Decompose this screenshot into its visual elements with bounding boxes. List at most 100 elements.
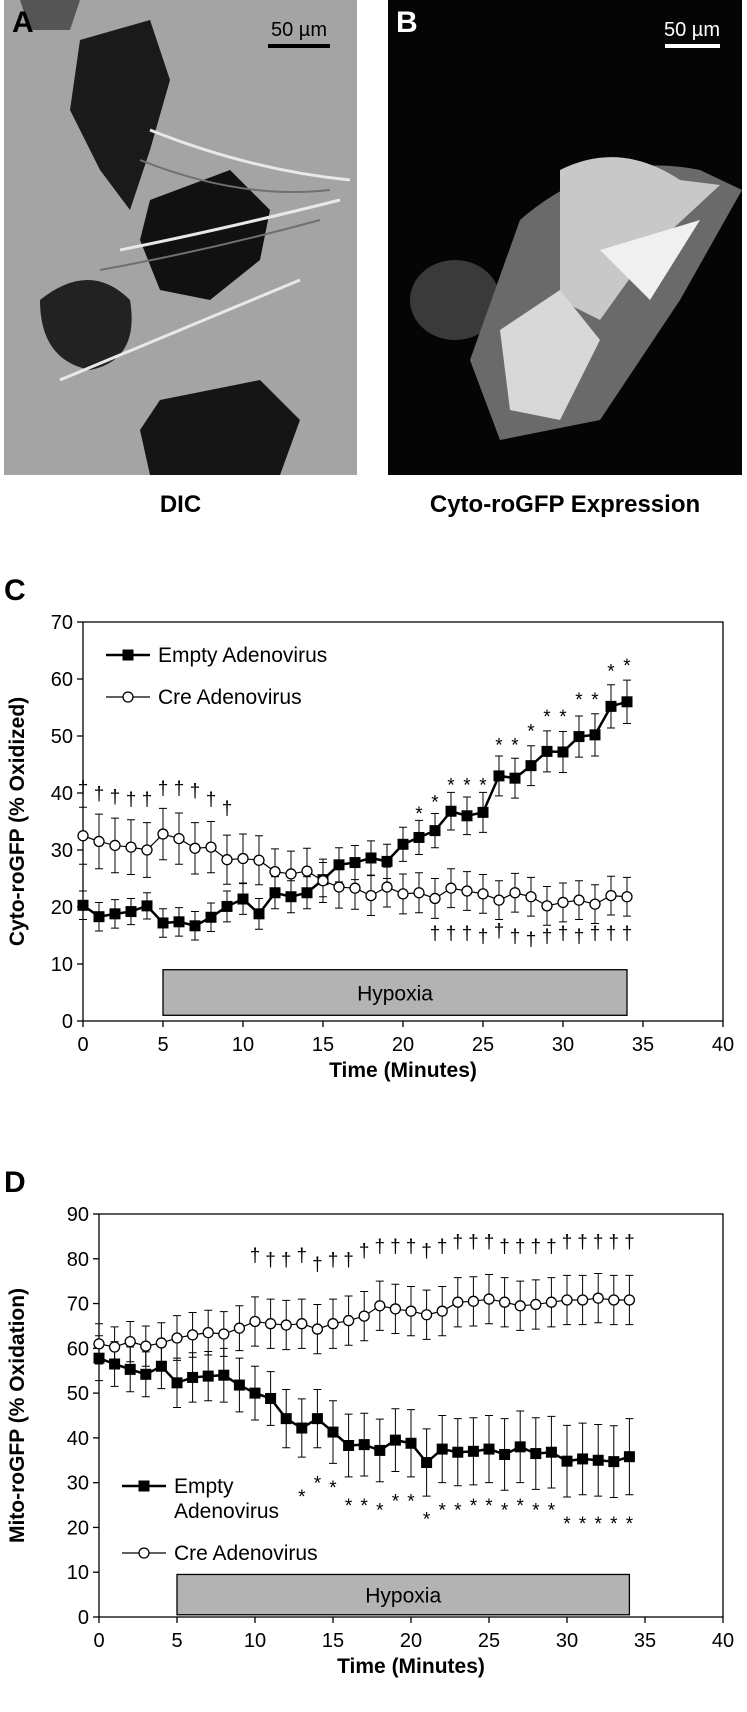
significance-mark: *	[579, 1514, 587, 1535]
x-tick-label: 15	[322, 1630, 344, 1652]
significance-mark: *	[479, 775, 487, 796]
chart: D 0 10 20 30 40 50 60 70 80 90 0 5 10 15 20 25 30 35 40 Time…	[4, 1166, 734, 1678]
significance-mark: *	[423, 1509, 431, 1530]
y-tick-label: 60	[51, 669, 73, 691]
marker	[381, 881, 393, 893]
x-tick-label: 40	[712, 1630, 734, 1652]
x-tick-label: 0	[93, 1630, 104, 1652]
marker	[623, 1294, 636, 1306]
significance-mark: *	[563, 1514, 571, 1535]
x-tick-label: 30	[552, 1034, 574, 1056]
y-tick-label: 50	[67, 1383, 89, 1405]
significance-mark: †	[142, 790, 153, 811]
x-tick-label: 20	[392, 1034, 414, 1056]
marker	[589, 898, 601, 910]
marker	[157, 828, 169, 840]
significance-mark: *	[511, 736, 519, 757]
marker	[381, 855, 393, 867]
marker	[592, 1454, 604, 1466]
marker	[141, 844, 153, 856]
marker	[173, 832, 185, 845]
significance-mark: †	[359, 1241, 370, 1262]
marker	[509, 772, 521, 784]
marker	[358, 1439, 370, 1451]
panel-texts: A 50 µm DIC B 50 µm Cyto-roGFP Expression	[12, 6, 720, 518]
panel-letter: B	[396, 6, 418, 39]
y-tick-label: 60	[67, 1338, 89, 1360]
y-axis-title: Mito-roGFP (% Oxidation)	[6, 1288, 29, 1543]
significance-mark: †	[574, 927, 585, 948]
x-tick-label: 30	[556, 1630, 578, 1652]
y-tick-label: 40	[51, 783, 73, 805]
scale-bar-label: 50 µm	[271, 19, 327, 41]
marker	[296, 1318, 308, 1330]
marker	[343, 1440, 355, 1452]
marker	[365, 889, 377, 902]
significance-mark: †	[609, 1232, 620, 1253]
marker	[171, 1377, 183, 1389]
significance-mark: *	[610, 1514, 618, 1535]
marker	[125, 841, 137, 853]
hypoxia-box	[162, 969, 628, 1016]
marker	[265, 1392, 277, 1404]
significance-mark: †	[577, 1232, 588, 1253]
significance-mark: *	[543, 707, 551, 728]
significance-mark: *	[591, 690, 599, 711]
marker	[237, 893, 249, 905]
significance-mark: †	[562, 1232, 573, 1253]
marker	[93, 1338, 105, 1350]
marker	[608, 1456, 620, 1468]
marker	[621, 696, 633, 708]
marker	[561, 1294, 573, 1306]
y-tick-label: 50	[51, 726, 73, 748]
marker	[509, 887, 521, 899]
hypoxia-box	[176, 1573, 631, 1616]
significance-mark: *	[495, 736, 503, 757]
marker	[108, 1341, 121, 1353]
marker	[573, 894, 585, 906]
significance-mark: †	[542, 927, 553, 948]
significance-mark: *	[485, 1496, 493, 1517]
x-tick-label: 10	[244, 1630, 266, 1652]
marker	[545, 1296, 558, 1308]
marker	[397, 838, 409, 850]
significance-mark: †	[484, 1232, 495, 1253]
marker	[202, 1327, 214, 1339]
significance-mark: *	[501, 1501, 509, 1522]
marker	[249, 1387, 261, 1399]
marker	[140, 1340, 152, 1352]
significance-mark: *	[548, 1501, 556, 1522]
significance-mark: †	[190, 781, 201, 802]
x-tick-label: 40	[712, 1034, 734, 1056]
marker	[621, 891, 633, 903]
marker	[576, 1294, 589, 1306]
significance-mark: *	[392, 1492, 400, 1513]
significance-mark: †	[343, 1250, 354, 1271]
significance-mark: †	[462, 924, 473, 945]
marker	[233, 1379, 245, 1391]
marker	[218, 1328, 230, 1340]
marker	[280, 1413, 292, 1425]
y-tick-label: 0	[78, 1607, 89, 1629]
significance-mark: *	[454, 1501, 462, 1522]
marker	[374, 1300, 386, 1312]
significance-mark: †	[593, 1232, 604, 1253]
marker	[436, 1443, 448, 1455]
significance-mark: †	[406, 1236, 417, 1257]
marker	[218, 1369, 230, 1381]
significance-mark: *	[376, 1501, 384, 1522]
marker	[171, 1332, 183, 1344]
marker	[514, 1441, 526, 1453]
marker	[405, 1437, 417, 1449]
chart: C 0 10 20 30 40 50 60 70 0 5 10 15 20 25 30 35 40 Time (Mi…	[4, 574, 734, 1082]
marker	[374, 1444, 386, 1456]
significance-mark: *	[516, 1496, 524, 1517]
significance-mark: †	[526, 929, 537, 950]
significance-mark: †	[222, 798, 233, 819]
marker	[557, 746, 569, 758]
marker	[389, 1434, 401, 1446]
marker	[561, 1455, 573, 1467]
significance-mark: †	[110, 787, 121, 808]
marker	[187, 1371, 199, 1383]
